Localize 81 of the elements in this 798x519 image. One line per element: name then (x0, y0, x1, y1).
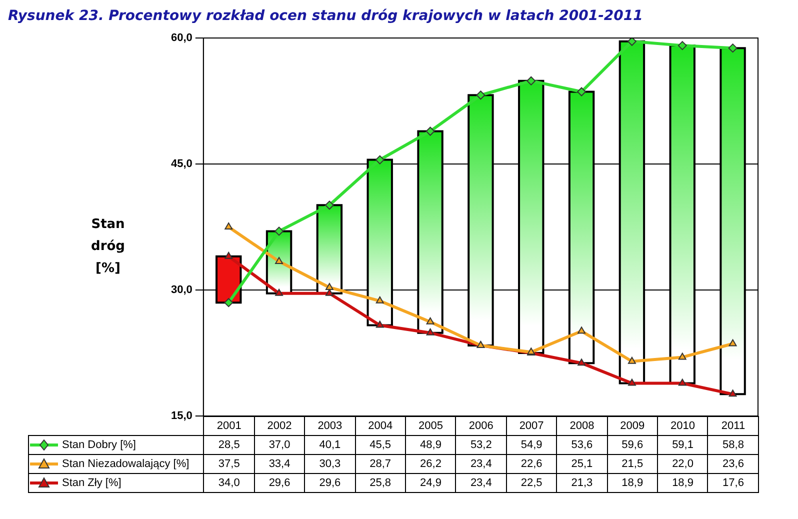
data-label: 45,5 (355, 436, 406, 454)
data-label: 53,6 (556, 436, 608, 454)
point (324, 200, 334, 210)
legend-label: Stan Zły [%] (28, 474, 204, 492)
point (375, 155, 384, 164)
x-tick-label: 2005 (406, 416, 456, 436)
data-label: 18,9 (658, 474, 708, 492)
legend-label: Stan Dobry [%] (28, 436, 204, 454)
x-tick-label: 2001 (204, 416, 254, 436)
data-label: 40,1 (304, 436, 356, 454)
point (275, 288, 283, 296)
point (578, 358, 586, 366)
point (224, 222, 233, 230)
data-label: 29,6 (304, 474, 356, 492)
x-tick-label: 2009 (607, 416, 658, 436)
point (728, 390, 737, 397)
data-label: 59,1 (658, 436, 708, 454)
data-label: 21,3 (556, 474, 608, 492)
data-label: 23,4 (456, 474, 506, 492)
point (627, 38, 636, 46)
data-label: 59,6 (607, 436, 658, 454)
data-label: 23,4 (456, 454, 506, 474)
data-label: 48,9 (406, 436, 456, 454)
data-label: 34,0 (204, 474, 254, 492)
point (728, 44, 738, 53)
point (476, 90, 486, 100)
point (728, 339, 737, 346)
point (678, 378, 686, 386)
y-tick-label: 60,0 (170, 32, 192, 44)
data-label: 30,3 (304, 454, 356, 474)
data-label: 22,6 (506, 454, 557, 474)
x-tick-label: 2002 (254, 416, 305, 436)
data-label: 37,0 (254, 436, 305, 454)
point (678, 352, 686, 360)
point (578, 326, 586, 334)
y-tick-label: 45,0 (170, 158, 192, 170)
y-axis-title: Stan dróg [%] (91, 217, 125, 276)
x-tick-label: 2010 (658, 416, 708, 436)
legend-label: Stan Niezadowalający [%] (28, 454, 204, 474)
data-label: 24,9 (406, 474, 456, 492)
chart-title: Rysunek 23. Procentowy rozkład ocen stanu dróg krajowych w latach 2001-2011 (8, 8, 644, 24)
data-label: 29,6 (254, 474, 305, 492)
point (628, 356, 636, 364)
point (426, 317, 434, 324)
point (224, 252, 233, 259)
x-tick-label: 2007 (506, 416, 557, 436)
data-label: 25,8 (355, 474, 406, 492)
x-tick-label: 2011 (708, 416, 758, 436)
data-label: 58,8 (708, 436, 758, 454)
data-label: 28,5 (204, 436, 254, 454)
x-tick-label: 2003 (304, 416, 356, 436)
point (426, 126, 435, 136)
data-label: 28,7 (355, 454, 406, 474)
x-tick-label: 2004 (355, 416, 406, 436)
point (224, 298, 234, 308)
point (376, 320, 384, 328)
point (678, 41, 687, 50)
data-label: 54,9 (506, 436, 557, 454)
point (275, 256, 283, 264)
data-label: 33,4 (254, 454, 305, 474)
data-label: 21,5 (607, 454, 658, 474)
point (274, 226, 284, 236)
data-label: 26,2 (406, 454, 456, 474)
data-label: 18,9 (607, 474, 658, 492)
data-label: 23,6 (708, 454, 758, 474)
y-tick-label: 30,0 (170, 284, 192, 296)
data-label: 22,0 (658, 454, 708, 474)
data-label: 25,1 (556, 454, 608, 474)
data-label: 37,5 (204, 454, 254, 474)
data-label: 17,6 (708, 474, 758, 492)
point (577, 87, 586, 96)
point (325, 282, 334, 290)
point (628, 378, 636, 386)
x-tick-label: 2008 (556, 416, 608, 436)
point (426, 328, 434, 336)
point (376, 296, 384, 304)
point (526, 76, 536, 86)
y-tick-label: 15,0 (170, 410, 192, 422)
data-label: 22,5 (506, 474, 557, 492)
x-tick-label: 2006 (456, 416, 506, 436)
data-label: 53,2 (456, 436, 506, 454)
